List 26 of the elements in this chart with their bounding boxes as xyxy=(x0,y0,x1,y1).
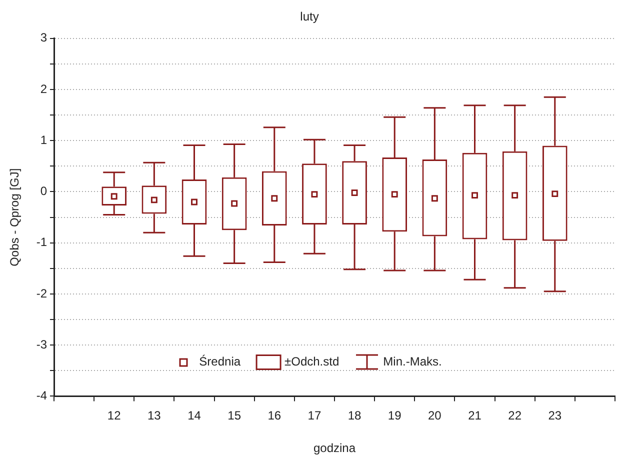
y-tick-label: 1 xyxy=(40,132,48,147)
x-tick-label: 20 xyxy=(428,408,442,423)
x-tick-label: 21 xyxy=(468,408,482,423)
annotation: Średnia xyxy=(199,354,241,369)
x-tick-label: 19 xyxy=(388,408,402,423)
x-tick-label: 17 xyxy=(308,408,322,423)
x-tick-label: 13 xyxy=(148,408,162,423)
x-tick-label: 23 xyxy=(548,408,562,423)
x-tick-label: 22 xyxy=(508,408,522,423)
y-tick-label: 2 xyxy=(40,82,48,96)
x-tick-label: 12 xyxy=(107,408,122,423)
y-tick-label: -1 xyxy=(36,235,48,250)
annotation: Min.-Maks. xyxy=(383,354,442,369)
x-tick-label: 14 xyxy=(188,408,202,423)
x-axis-title: godzina xyxy=(313,441,356,456)
y-tick-label: 3 xyxy=(40,30,48,45)
y-axis-title: Qobs - Qprog [GJ] xyxy=(8,168,22,266)
y-tick-label: -3 xyxy=(36,337,48,352)
y-tick-label: 0 xyxy=(40,184,48,198)
x-tick-label: 16 xyxy=(268,408,282,423)
legend-label: ±Odch.std xyxy=(284,354,340,369)
y-tick-label: -4 xyxy=(36,388,48,403)
x-tick-label: 15 xyxy=(228,408,242,423)
chart-title: luty xyxy=(300,10,319,24)
x-tick-label: 18 xyxy=(348,408,362,423)
y-tick-label: -2 xyxy=(36,286,48,300)
